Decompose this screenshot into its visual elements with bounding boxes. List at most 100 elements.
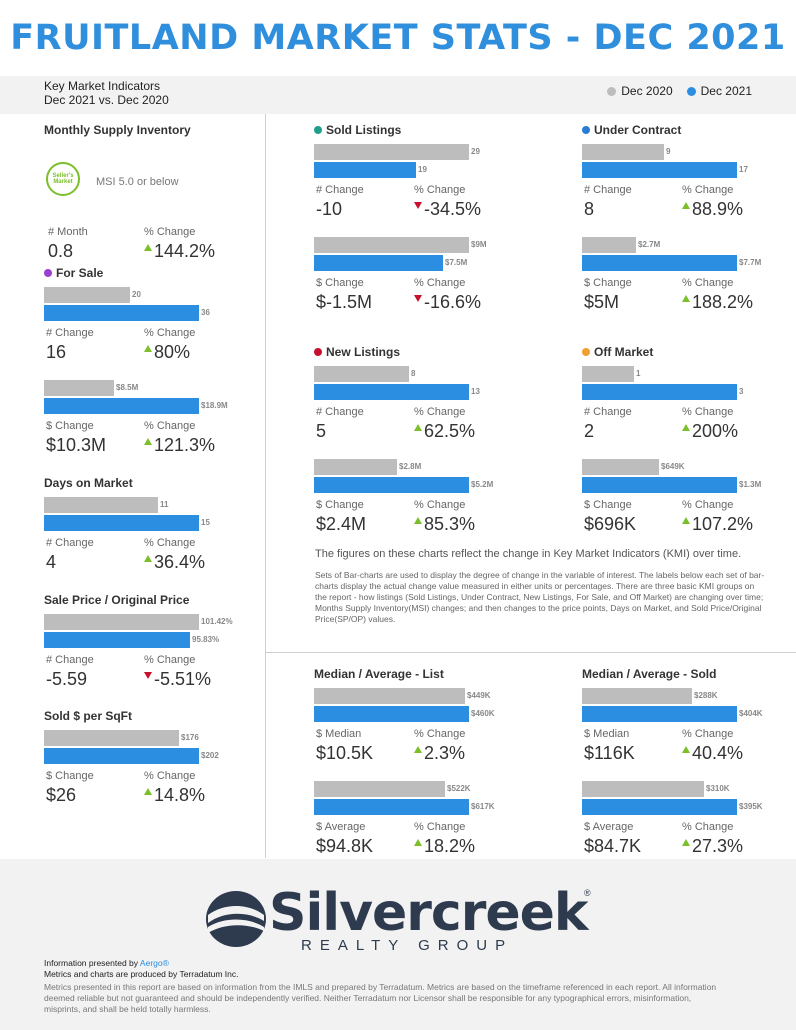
under-units-pct-value: 88.9% (682, 199, 743, 220)
spop-units-pct-value: -5.51% (144, 669, 211, 690)
ma_list-average-change-label: $ Average (316, 821, 366, 833)
msi-title: Monthly Supply Inventory (44, 123, 191, 137)
notes-headline: The figures on these charts reflect the … (315, 548, 742, 560)
spop-units-bar-curr (44, 632, 190, 648)
down-arrow-icon (414, 295, 422, 302)
sqft-units-pct-label: % Change (144, 770, 196, 782)
produced-by: Metrics and charts are produced by Terra… (44, 969, 239, 979)
ma_sold-average-bar-curr-label: $395K (739, 802, 763, 811)
newl-dollars-pct-label: % Change (414, 499, 466, 511)
off-dollars-change-label: $ Change (584, 499, 632, 511)
newl-units-bar-prev-label: 8 (411, 369, 416, 378)
newl-dollars-bar-curr-label: $5.2M (471, 480, 494, 489)
ma_list-average-bar-curr (314, 799, 469, 815)
sold-dot-icon (314, 126, 322, 134)
newl-dollars-change-value: $2.4M (316, 514, 367, 534)
disclaimer: Metrics presented in this report are bas… (44, 982, 717, 1014)
up-arrow-icon (682, 839, 690, 846)
up-arrow-icon (144, 345, 152, 352)
off-units-pct-value: 200% (682, 421, 738, 442)
newl-dollars-bar-prev (314, 459, 397, 475)
off-dollars-pct-text: 107.2% (692, 514, 754, 534)
sold-title: Sold Listings (314, 123, 401, 137)
ma_sold-average-change-label: $ Average (584, 821, 634, 833)
newl-units-pct-value: 62.5% (414, 421, 475, 442)
off-units-change-label: # Change (584, 406, 632, 418)
spop-units-change-label: # Change (46, 654, 94, 666)
ma_list-average-bar-prev-label: $522K (447, 784, 471, 793)
legend: Dec 2020 Dec 2021 (607, 84, 752, 98)
spop-units-pct-label: % Change (144, 654, 196, 666)
legend-dot-prev-icon (607, 86, 617, 96)
sold-units-pct-text: -34.5% (424, 199, 482, 219)
sqft-units-bar-prev (44, 730, 179, 746)
newl-units-bar-curr (314, 384, 469, 400)
off-units-bar-curr (582, 384, 737, 400)
days-units-bar-curr (44, 515, 199, 531)
ma_sold-median-change-value: $116K (584, 743, 635, 763)
sold-dollars-bar-prev-label: $9M (471, 240, 487, 249)
ma_sold-median-pct-text: 40.4% (692, 743, 744, 763)
ma_sold-median-bar-prev-label: $288K (694, 691, 718, 700)
for_sale-dollars-bar-prev-label: $8.5M (116, 383, 139, 392)
aergo-link[interactable]: Aergo® (139, 958, 169, 968)
presented-by: Information presented by Aergo® (44, 958, 169, 968)
ma_sold-average-pct-text: 27.3% (692, 836, 744, 856)
spop-units-bar-prev-label: 101.42% (201, 617, 233, 626)
ma_list-median-bar-curr (314, 706, 469, 722)
newl-title: New Listings (314, 345, 400, 359)
spop-units-bar-prev (44, 614, 199, 630)
ma_sold-title: Median / Average - Sold (582, 667, 716, 681)
up-arrow-icon (682, 202, 690, 209)
msi-title-text: Monthly Supply Inventory (44, 123, 191, 137)
up-arrow-icon (414, 746, 422, 753)
for_sale-units-pct-text: 80% (154, 342, 191, 362)
for_sale-title-text: For Sale (56, 266, 104, 280)
ma_list-title-text: Median / Average - List (314, 667, 444, 681)
off-units-bar-curr-label: 3 (739, 387, 744, 396)
sqft-units-change-value: $26 (46, 785, 77, 805)
ma_sold-median-bar-prev (582, 688, 692, 704)
newl-units-pct-text: 62.5% (424, 421, 476, 441)
sold-dollars-pct-label: % Change (414, 277, 466, 289)
down-arrow-icon (144, 672, 152, 679)
under-dot-icon (582, 126, 590, 134)
ma_sold-average-bar-prev (582, 781, 704, 797)
off-dollars-change-value: $696K (584, 514, 637, 534)
under-dollars-bar-prev-label: $2.7M (638, 240, 661, 249)
sold-units-pct-value: -34.5% (414, 199, 481, 220)
spop-units-bar-curr-label: 95.83% (192, 635, 220, 644)
newl-dollars-bar-prev-label: $2.8M (399, 462, 422, 471)
under-dollars-pct-value: 188.2% (682, 292, 753, 313)
ma_list-median-pct-text: 2.3% (424, 743, 466, 763)
for_sale-dollars-change-label: $ Change (46, 420, 94, 432)
for_sale-units-change-label: # Change (46, 327, 94, 339)
sold-units-change-label: # Change (316, 184, 364, 196)
up-arrow-icon (144, 555, 152, 562)
ma_list-median-bar-curr-label: $460K (471, 709, 495, 718)
off-dollars-bar-curr-label: $1.3M (739, 480, 762, 489)
up-arrow-icon (414, 424, 422, 431)
vertical-divider (265, 114, 266, 858)
ma_list-median-change-label: $ Median (316, 728, 362, 740)
ma_list-average-change-value: $94.8K (316, 836, 374, 856)
ma_sold-median-change-label: $ Median (584, 728, 630, 740)
ma_sold-average-pct-value: 27.3% (682, 836, 743, 857)
under-title-text: Under Contract (594, 123, 682, 137)
sold-units-bar-curr (314, 162, 416, 178)
for_sale-dollars-pct-value: 121.3% (144, 435, 215, 456)
for_sale-units-pct-label: % Change (144, 327, 196, 339)
newl-units-bar-prev (314, 366, 409, 382)
msi-value-b-text: 144.2% (154, 241, 216, 261)
under-title: Under Contract (582, 123, 681, 137)
off-units-pct-label: % Change (682, 406, 734, 418)
sold-units-bar-prev (314, 144, 469, 160)
ma_sold-median-pct-value: 40.4% (682, 743, 743, 764)
ma_list-median-bar-prev (314, 688, 465, 704)
newl-dollars-pct-value: 85.3% (414, 514, 475, 535)
page-title: FRUITLAND MARKET STATS - DEC 2021 (10, 18, 786, 58)
ma_list-average-bar-prev (314, 781, 445, 797)
sqft-title-text: Sold $ per SqFt (44, 709, 133, 723)
up-arrow-icon (682, 746, 690, 753)
up-arrow-icon (144, 438, 152, 445)
